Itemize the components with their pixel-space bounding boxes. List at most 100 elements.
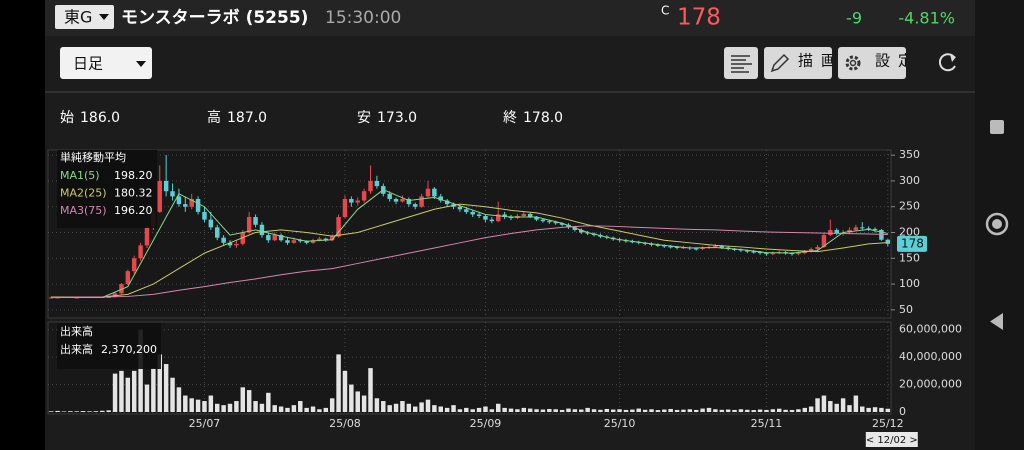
change: -9 (846, 9, 862, 28)
price: 178 (677, 5, 721, 31)
ohlc-label: 安 (357, 110, 371, 126)
legend-name: MA3(75) (60, 204, 107, 217)
legends: 単純移動平均 MA1(5) 198.20 MA2(25) 180.32 MA3(75) 19… (57, 150, 918, 447)
moving-average (51, 225, 888, 298)
volume-bar (617, 409, 622, 412)
volume-bar (706, 407, 712, 412)
candle-body (406, 198, 412, 205)
nav-back[interactable] (990, 313, 1003, 330)
volume-bar (885, 408, 891, 412)
candle-body (170, 191, 175, 197)
volume-bar (751, 410, 756, 412)
legend-name: MA1(5) (60, 169, 100, 182)
candle-body (470, 211, 475, 215)
volume-bar (234, 401, 239, 412)
candle-body (860, 227, 865, 229)
volume-bar (304, 407, 309, 412)
y-tick-label: 20,000,000 (899, 378, 962, 391)
volume-bar (444, 407, 450, 412)
candle-body (655, 244, 661, 246)
candle-body (144, 227, 150, 246)
gear-icon (845, 55, 861, 71)
candle-body (649, 243, 654, 245)
volume-bar (840, 398, 846, 412)
candle-body (802, 251, 808, 254)
ohlc-value: 187.0 (227, 110, 267, 126)
volume-bar (349, 384, 354, 412)
volume-bar (808, 406, 814, 412)
volume-bar (144, 384, 150, 412)
volume-bar (828, 401, 833, 412)
volume-bar (163, 364, 169, 412)
volume-bar (48, 411, 54, 412)
candle-body (349, 198, 354, 203)
volume-bar (687, 409, 693, 412)
x-tick-label: 25/07 (189, 417, 221, 430)
refresh-icon[interactable] (938, 53, 956, 72)
volume-bar (636, 408, 641, 412)
candle-body (215, 227, 220, 238)
volume-bar (189, 398, 194, 412)
volume-bar (757, 409, 763, 412)
volume-bar (566, 408, 571, 412)
y-tick-label: 150 (899, 251, 920, 264)
x-tick-label: 25/11 (751, 417, 783, 430)
legend-value: 198.20 (114, 169, 153, 182)
candle-body (355, 200, 360, 203)
candle-body (847, 229, 852, 233)
volume-bar (336, 354, 341, 412)
market: 東G (64, 8, 92, 27)
volume-bar (329, 398, 335, 412)
period: 日足 (73, 55, 103, 73)
volume-bar (374, 398, 380, 412)
volume-bar (157, 354, 162, 412)
candle-body (176, 196, 182, 205)
volume-bar (80, 411, 86, 412)
indicator-icon (731, 55, 752, 73)
volume-bar (93, 411, 99, 412)
volume-bar (777, 408, 782, 412)
y-tick-label: 350 (899, 148, 920, 161)
y-tick-label: 0 (899, 405, 906, 418)
nav-recent[interactable] (990, 120, 1004, 134)
volume-bar (61, 411, 67, 412)
volume-bar (87, 411, 92, 412)
indicator-button[interactable] (724, 47, 758, 79)
volume-bar (860, 406, 865, 412)
candle-body (272, 235, 277, 241)
volume-bar (853, 395, 859, 412)
candle-body (508, 217, 514, 219)
draw-button[interactable]: 描画 (764, 47, 844, 79)
volume-bar (496, 403, 501, 412)
dropdown-arrow (136, 61, 146, 67)
settings-button[interactable]: 設定 (838, 47, 921, 79)
moving-average (51, 189, 888, 298)
volume-bar (719, 409, 724, 412)
volume-bar (406, 403, 412, 412)
ohlc-row: 始 186.0 高 187.0 安 173.0 終 178.0 (60, 109, 563, 126)
y-tick-label: 100 (899, 277, 920, 290)
volume-bar (355, 391, 360, 412)
candle-body (208, 219, 214, 228)
market-select[interactable] (55, 5, 114, 29)
volume-bar (227, 403, 233, 412)
legend-name: 出来高 (60, 342, 93, 356)
nav-home[interactable] (985, 212, 1009, 236)
moving-average (51, 203, 888, 298)
volume-bar (393, 403, 399, 412)
volume-bar (649, 409, 654, 412)
y-tick-label: 50 (899, 303, 913, 316)
x-tick-label: 25/12 (872, 417, 904, 430)
volume-bar (55, 410, 60, 412)
period-select[interactable] (60, 47, 152, 79)
legend-box (57, 323, 161, 369)
volume-bar (693, 409, 699, 412)
candle-body (796, 253, 801, 255)
dropdown-arrow (99, 14, 109, 20)
volume-bar (815, 398, 820, 412)
volume-bar (553, 409, 558, 412)
header-bar (45, 0, 975, 36)
candle-body (119, 284, 124, 294)
volume-bar (202, 401, 207, 412)
candle-body (553, 222, 558, 224)
